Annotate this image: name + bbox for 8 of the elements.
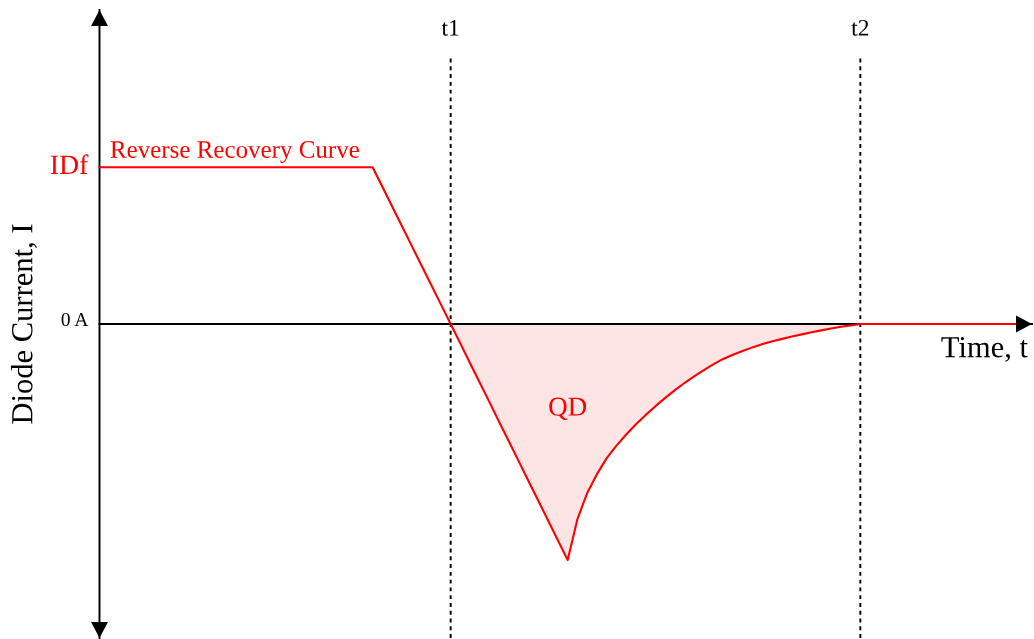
x-axis-title: Time, t [941,336,1028,362]
text: 0 A [61,312,89,327]
annotation: QD [549,397,587,420]
series-label: Reverse Recovery Curve [110,141,359,164]
text: IDf [50,154,89,174]
x-tick-label: t2 [851,19,869,36]
x-tick-label: t1 [441,19,459,36]
y-axis-title: Diode Current, I [11,224,37,424]
